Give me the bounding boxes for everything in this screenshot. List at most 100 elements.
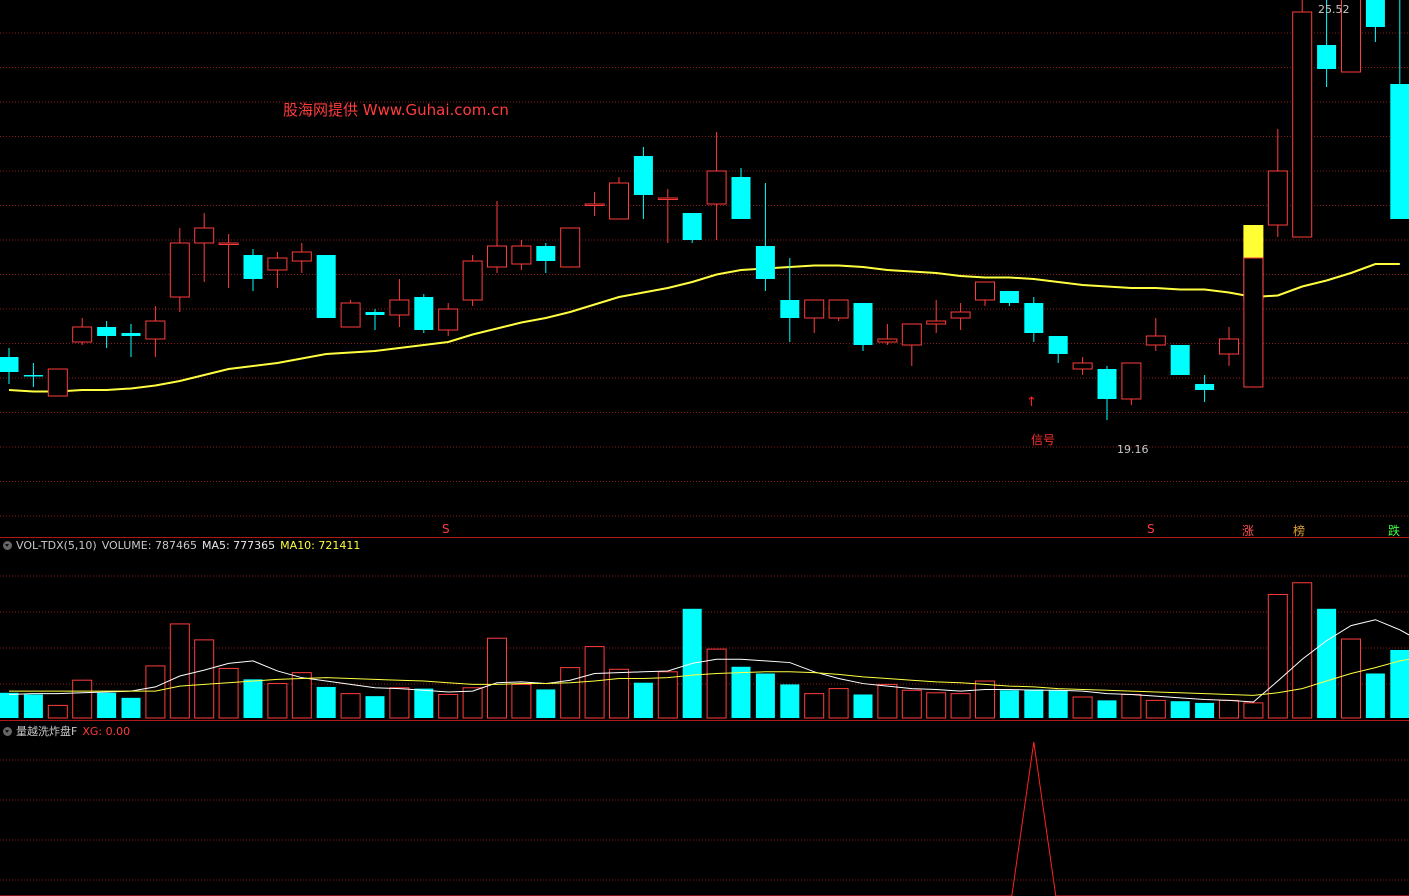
candle-body [1365, 0, 1385, 27]
candle-body [609, 182, 629, 220]
candle-body [780, 300, 800, 318]
volume-ma10-line [9, 658, 1409, 696]
volume-bar [145, 665, 166, 719]
volume-bar [511, 683, 532, 719]
candle-body [291, 251, 312, 262]
price-grid [0, 32, 1409, 517]
xg-signal-line [0, 741, 1409, 896]
price-ma-line-group [8, 263, 1400, 393]
candle-body [755, 246, 775, 279]
candle-body [804, 299, 825, 319]
candle-body [853, 303, 873, 345]
candle-body [1072, 362, 1093, 370]
candle-body [657, 197, 678, 200]
volume-bar [169, 623, 190, 719]
candle-body [706, 170, 727, 205]
tag-die: 跌 [1388, 524, 1401, 538]
candle-body [511, 245, 532, 265]
candle-body [1195, 384, 1215, 390]
volume-bar [731, 666, 751, 718]
volume-bar [1292, 582, 1313, 719]
volume-bar [121, 697, 141, 718]
indicator-name: 量越洗炸盘F [16, 725, 78, 738]
volume-bar [291, 672, 312, 719]
candle-body [145, 320, 166, 340]
volume-bar [389, 687, 410, 719]
volume-bar [1195, 702, 1215, 718]
candle-body [682, 213, 702, 240]
candle-body [1390, 84, 1409, 219]
candle-body [633, 156, 653, 195]
volume-bar [438, 693, 459, 719]
volume-bar [560, 667, 581, 719]
volume-bar [267, 683, 288, 719]
volume-bar [243, 679, 263, 718]
volume-bar [950, 693, 971, 719]
candle-body [584, 203, 605, 206]
tag-s-1: S [442, 522, 450, 536]
signal-arrow-icon: ↑ [1026, 395, 1037, 410]
candle-body [1292, 11, 1313, 238]
indicator-xg-value: XG: 0.00 [82, 724, 131, 738]
candle-body [731, 177, 751, 219]
candle-body [1170, 345, 1190, 375]
volume-ma5-line [8, 619, 1409, 703]
volume-bar [755, 673, 775, 718]
volume-bar [1024, 689, 1044, 718]
candle-body [487, 245, 507, 268]
volume-bar [316, 686, 336, 718]
volume-bar [877, 683, 898, 719]
volume-bar [462, 687, 483, 719]
candle-body [975, 281, 995, 301]
volume-bar [999, 690, 1019, 718]
candle-body [462, 260, 483, 301]
volume-bar [0, 692, 19, 718]
candle-body [1097, 369, 1117, 399]
candle-body [1145, 335, 1166, 346]
candle-body [926, 320, 947, 325]
tag-s-2: S [1147, 522, 1155, 536]
candle-body [340, 302, 361, 328]
volume-bar [584, 646, 605, 719]
price-ma-line [8, 263, 1400, 393]
candle-body [1219, 338, 1239, 355]
candle-body [1267, 170, 1288, 226]
volume-bar [609, 668, 629, 719]
low-price-label: 19.16 [1117, 443, 1149, 456]
candle-body [316, 255, 336, 318]
volume-bar [536, 689, 556, 718]
candle-body [828, 299, 849, 319]
volume-ma10: MA10: 721411 [280, 539, 361, 552]
candle-body [47, 368, 68, 397]
volume-bar [1170, 701, 1190, 718]
volume-bar [706, 648, 727, 719]
candle-body [365, 312, 385, 315]
candle-body [389, 299, 410, 316]
indicator-panel-header: 量越洗炸盘F XG: 0.00 [0, 723, 135, 739]
collapse-toggle-icon[interactable] [3, 541, 12, 550]
volume-bar [1243, 702, 1264, 719]
candle-body [877, 338, 898, 343]
candle-body [438, 308, 459, 331]
candle-body [1243, 257, 1264, 388]
volume-bar [1072, 696, 1093, 719]
candle-body [243, 255, 263, 279]
volume-bar [1390, 649, 1409, 718]
collapse-toggle-icon[interactable] [3, 726, 12, 736]
candle-body [1317, 45, 1337, 69]
volume-bar [414, 688, 434, 718]
volume-bar [340, 693, 361, 719]
candle-body [901, 323, 922, 346]
volume-bar [1317, 608, 1337, 718]
volume-bar [780, 684, 800, 718]
tag-zhang: 涨 [1242, 524, 1255, 538]
volume-bar [975, 680, 995, 719]
volume-bar [657, 671, 678, 719]
volume-bar [487, 637, 507, 719]
candle-body [560, 227, 581, 268]
volume-indicator-name: VOL-TDX(5,10) [16, 539, 97, 552]
volume-bar [23, 694, 43, 718]
candle-body [950, 311, 971, 319]
xg-line-group [0, 741, 1409, 896]
candlestick-group [0, 0, 1409, 420]
